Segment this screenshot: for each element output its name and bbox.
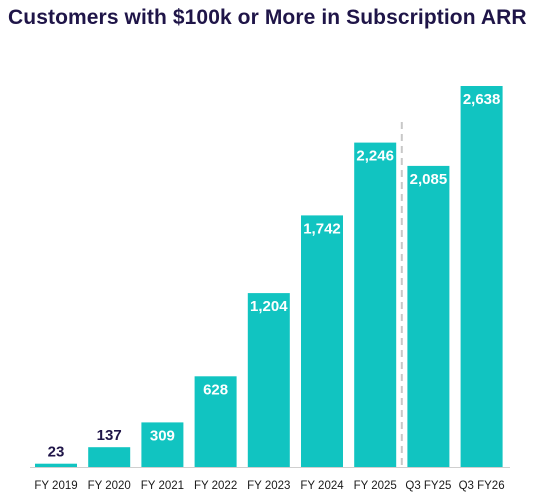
x-tick-label: FY 2020: [88, 480, 131, 492]
bar-fy-2023: [247, 293, 290, 467]
value-label: 1,742: [303, 220, 341, 237]
bar-fy-2022: [194, 376, 237, 467]
value-label: 2,085: [410, 171, 448, 188]
bar-q3-fy25: [407, 165, 450, 467]
value-label: 1,204: [250, 298, 288, 315]
x-tick-label: Q3 FY25: [405, 480, 451, 492]
x-tick-labels-group: FY 2019 FY 2020 FY 2021 FY 2022 FY 2023 FY 20…: [34, 480, 504, 492]
x-tick-label: FY 2022: [194, 480, 237, 492]
x-tick-label: Q3 FY26: [459, 480, 505, 492]
x-tick-label: FY 2023: [247, 480, 290, 492]
bar-fy-2020: [88, 447, 131, 467]
x-tick-label: FY 2025: [354, 480, 397, 492]
bar-q3-fy26: [460, 86, 503, 467]
bar-fy-2024: [301, 215, 343, 467]
x-tick-label: FY 2021: [141, 480, 184, 492]
x-tick-label: FY 2019: [34, 480, 77, 492]
value-label: 2,638: [463, 91, 501, 108]
bars-group: [35, 86, 503, 467]
value-label: 2,246: [356, 148, 394, 165]
value-labels-group: 23 137 309 628 1,204 1,742 2,246 2,085 2,638: [48, 91, 501, 461]
value-label: 628: [203, 381, 228, 398]
bar-fy-2019: [35, 463, 77, 467]
value-label: 23: [48, 444, 65, 461]
bar-fy-2021: [141, 422, 184, 467]
x-tick-label: FY 2024: [300, 480, 344, 492]
chart-title: Customers with $100k or More in Subscrip…: [8, 6, 527, 29]
bar-fy-2025: [354, 142, 397, 467]
value-label: 137: [97, 427, 122, 444]
value-label: 309: [150, 427, 175, 444]
